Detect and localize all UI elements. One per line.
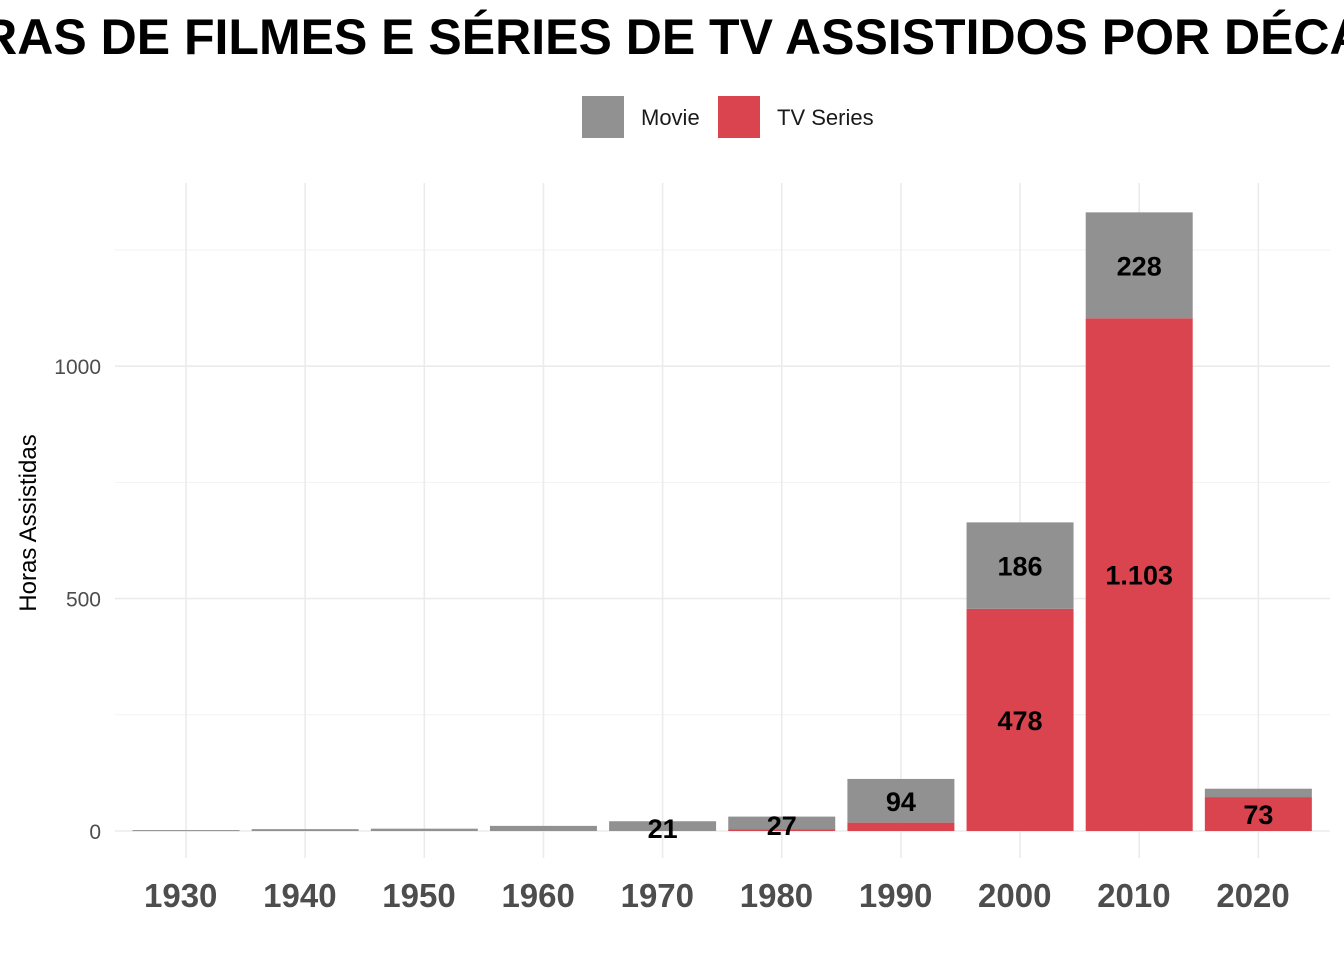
data-label-tv-series-2000: 478 <box>998 706 1043 736</box>
x-axis-ticks: 1930 1940 1950 1960 1970 1980 1990 2000 2010 2020 <box>144 877 1290 914</box>
bar-movie-2000 <box>966 522 1074 609</box>
bar-movie-1950 <box>370 828 478 831</box>
bar-tv-series-2010 <box>1085 318 1193 832</box>
bar-movie-1990 <box>847 778 955 823</box>
bar-movie-2020 <box>1204 788 1312 798</box>
bar-movie-1930 <box>132 830 240 832</box>
data-label-tv-series-2010: 1.103 <box>1105 561 1173 591</box>
x-tick-label-1990: 1990 <box>859 877 932 914</box>
legend: Movie TV Series <box>582 96 874 138</box>
legend-label-tv-series: TV Series <box>777 105 874 130</box>
y-axis-ticks: 0 500 1000 <box>54 356 101 844</box>
x-tick-label-1950: 1950 <box>382 877 455 914</box>
bar-tv-series-2020 <box>1204 797 1312 831</box>
bar-movie-1940 <box>251 829 359 831</box>
x-tick-label-2000: 2000 <box>978 877 1051 914</box>
bar-movie-1960 <box>489 825 597 831</box>
bar-tv-series-2000 <box>966 608 1074 831</box>
x-tick-label-2010: 2010 <box>1097 877 1170 914</box>
data-label-movie-1970: 21 <box>648 814 678 844</box>
data-label-movie-2010: 228 <box>1117 251 1162 281</box>
bar-tv-series-1980 <box>728 829 836 831</box>
y-tick-label: 1000 <box>54 356 101 379</box>
x-tick-label-1970: 1970 <box>621 877 694 914</box>
data-label-movie-1980: 27 <box>767 811 797 841</box>
bars <box>132 212 1312 832</box>
legend-swatch-movie <box>582 96 624 138</box>
data-label-movie-1990: 94 <box>886 787 916 817</box>
data-label-tv-series-2020: 73 <box>1243 800 1273 830</box>
y-tick-label: 500 <box>66 589 101 612</box>
data-labels: 21 27 94 478 186 1.103 228 73 <box>648 251 1274 844</box>
legend-label-movie: Movie <box>641 105 700 130</box>
bar-movie-1970 <box>609 821 717 831</box>
x-tick-label-1980: 1980 <box>740 877 813 914</box>
y-axis-label: Horas Assistidas <box>15 434 42 611</box>
x-tick-label-2020: 2020 <box>1216 877 1289 914</box>
x-tick-label-1940: 1940 <box>263 877 336 914</box>
x-tick-label-1960: 1960 <box>501 877 574 914</box>
bar-movie-1980 <box>728 816 836 830</box>
y-tick-label: 0 <box>89 821 101 844</box>
chart-title: HORAS DE FILMES E SÉRIES DE TV ASSISTIDO… <box>0 9 1344 65</box>
bar-tv-series-1990 <box>847 822 955 831</box>
data-label-movie-2000: 186 <box>998 552 1043 582</box>
bar-movie-2010 <box>1085 212 1193 319</box>
legend-swatch-tv-series <box>718 96 760 138</box>
x-tick-label-1930: 1930 <box>144 877 217 914</box>
